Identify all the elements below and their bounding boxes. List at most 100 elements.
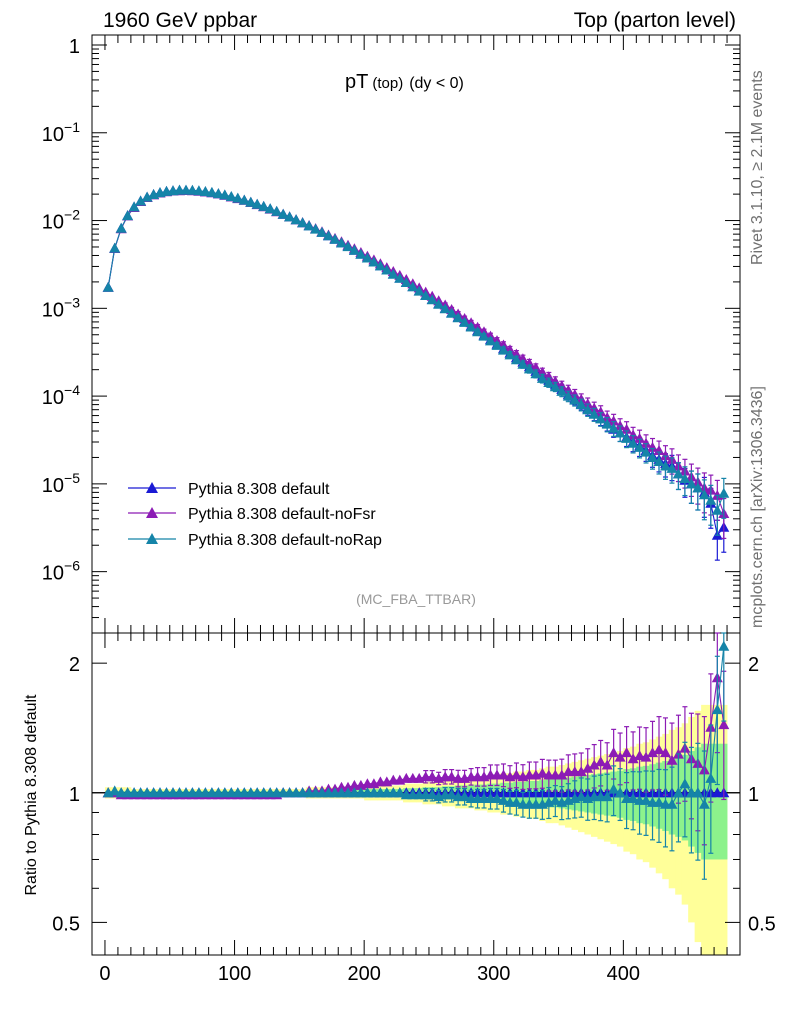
marker-noRap xyxy=(452,312,464,323)
ratio-marker-noFsr xyxy=(660,747,671,758)
marker-noRap xyxy=(277,208,289,219)
marker-noRap xyxy=(355,248,367,259)
ratio-ytick-label: 0.5 xyxy=(52,913,80,935)
main-ytick-label: 10−2 xyxy=(42,207,80,234)
marker-noRap xyxy=(206,186,218,197)
marker-noRap xyxy=(465,321,477,332)
marker-noRap xyxy=(705,494,717,505)
main-ytick-label: 10−4 xyxy=(42,382,80,409)
marker-noRap xyxy=(679,473,691,483)
ratio-marker-noFsr xyxy=(653,744,665,755)
ratio-marker-noRap xyxy=(666,798,678,809)
marker-noRap xyxy=(407,281,419,292)
marker-noRap xyxy=(446,307,458,318)
marker-noRap xyxy=(284,211,296,222)
marker-noRap xyxy=(271,205,283,216)
marker-noRap xyxy=(128,201,140,212)
marker-noRap xyxy=(543,377,555,387)
ratio-ytick-label-right: 2 xyxy=(748,654,759,676)
marker-noRap xyxy=(472,326,484,337)
analysis-watermark: (MC_FBA_TTBAR) xyxy=(356,591,476,607)
marker-noRap xyxy=(569,394,581,405)
marker-noRap xyxy=(115,222,127,233)
ratio-marker-noRap xyxy=(601,791,613,802)
ratio-marker-noRap xyxy=(498,794,509,805)
marker-noRap xyxy=(685,478,697,489)
marker-noRap xyxy=(660,460,671,471)
marker-noRap xyxy=(316,226,328,237)
marker-noFsr xyxy=(608,415,620,426)
marker-noRap xyxy=(394,272,406,283)
marker-noRap xyxy=(141,191,153,202)
ratio-marker-noRap xyxy=(426,789,438,800)
marker-noRap xyxy=(219,189,231,200)
ratio-ytick-label: 2 xyxy=(69,654,80,676)
marker-noRap xyxy=(310,223,322,234)
ratio-marker-noRap xyxy=(718,640,730,651)
marker-noRap xyxy=(523,363,535,374)
band-inner xyxy=(720,743,728,860)
marker-noRap xyxy=(232,192,244,203)
marker-noFsr xyxy=(530,362,542,373)
marker-noRap xyxy=(692,482,704,493)
legend-entry-norap: Pythia 8.308 default-noRap xyxy=(128,532,382,549)
marker-noRap xyxy=(666,462,678,473)
ratio-marker-noFsr xyxy=(608,747,620,758)
marker-noRap xyxy=(426,294,438,305)
ratio-marker-noRap xyxy=(705,772,717,783)
ratio-marker-noFsr xyxy=(621,747,633,758)
marker-noRap xyxy=(109,242,121,253)
ratio-marker-noRap xyxy=(394,787,406,798)
ratio-marker-noFsr xyxy=(556,769,568,780)
ratio-marker-noRap xyxy=(549,794,561,805)
marker-noRap xyxy=(498,344,509,355)
marker-noRap xyxy=(556,385,568,396)
marker-noRap xyxy=(491,339,503,350)
ratio-marker-noFsr xyxy=(595,756,607,767)
marker-noRap xyxy=(698,489,710,500)
marker-noRap xyxy=(212,188,224,199)
marker-noRap xyxy=(614,427,626,438)
marker-noFsr xyxy=(549,375,561,386)
marker-noRap xyxy=(653,456,665,466)
ratio-xtick-label: 200 xyxy=(347,963,380,985)
ratio-marker-noRap xyxy=(109,785,121,796)
ratio-marker-noFsr xyxy=(426,771,438,782)
ratio-marker-noFsr xyxy=(647,747,658,758)
marker-noRap xyxy=(588,408,600,419)
marker-noRap xyxy=(621,432,633,443)
side-label-mcplots: mcplots.cern.ch [arXiv:1306.3436] xyxy=(749,386,766,628)
ratio-ylabel: Ratio to Pythia 8.308 default xyxy=(23,694,40,896)
ratio-marker-noRap xyxy=(491,793,503,803)
marker-noRap xyxy=(711,504,723,515)
marker-noFsr xyxy=(660,450,671,461)
main-ytick-label: 10−1 xyxy=(42,119,80,146)
marker-noFsr xyxy=(569,389,581,400)
marker-noFsr xyxy=(653,445,665,455)
ratio-marker-noFsr xyxy=(718,719,730,730)
ratio-xtick-label: 100 xyxy=(218,963,251,985)
title-cond: (dy < 0) xyxy=(409,75,464,92)
marker-noRap xyxy=(342,241,354,252)
ratio-marker-noRap xyxy=(640,794,652,805)
main-plot: 1 10−1 10−2 10−3 10−4 10−5 10−6 xyxy=(42,34,741,634)
ratio-xtick-label: 400 xyxy=(607,963,640,985)
ratio-ytick-label: 1 xyxy=(69,784,80,806)
ratio-marker-noFsr xyxy=(446,771,458,782)
legend: Pythia 8.308 default Pythia 8.308 defaul… xyxy=(128,481,382,549)
marker-noFsr xyxy=(517,353,529,364)
ratio-marker-noRap xyxy=(692,787,704,798)
marker-noRap xyxy=(420,290,432,300)
marker-noFsr xyxy=(614,420,626,431)
marker-noRap xyxy=(264,203,276,214)
marker-noRap xyxy=(238,194,250,205)
marker-noFsr xyxy=(627,429,639,440)
marker-noRap xyxy=(530,368,542,379)
marker-noRap xyxy=(387,268,399,279)
marker-noRap xyxy=(348,244,360,255)
marker-noRap xyxy=(608,422,620,433)
marker-noRap xyxy=(361,252,373,263)
ratio-marker-noFsr xyxy=(614,751,626,762)
main-ytick-label: 10−3 xyxy=(42,294,80,321)
